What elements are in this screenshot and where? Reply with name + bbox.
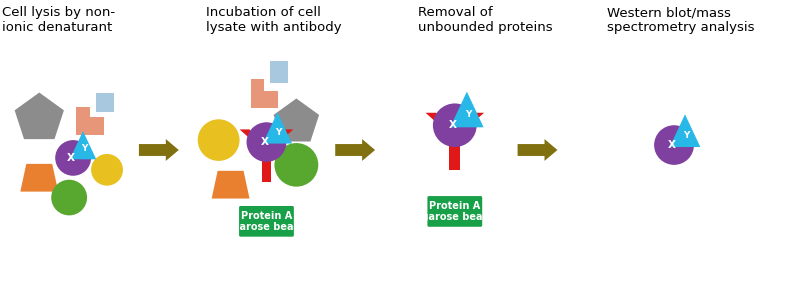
Text: agarose beads: agarose beads [414,212,495,222]
Text: X: X [261,137,269,147]
Polygon shape [262,149,271,182]
Text: Incubation of cell
lysate with antibody: Incubation of cell lysate with antibody [206,6,342,34]
Text: X: X [668,140,676,150]
FancyArrow shape [139,139,178,161]
Text: Y: Y [683,130,689,140]
FancyArrow shape [518,139,558,161]
Polygon shape [266,129,294,149]
Polygon shape [240,129,267,149]
FancyBboxPatch shape [270,61,288,82]
Text: Y: Y [465,110,471,119]
Polygon shape [76,107,104,135]
Text: Y: Y [275,128,282,137]
Text: X: X [67,153,75,163]
Text: X: X [449,120,457,130]
Polygon shape [20,164,58,192]
Polygon shape [670,114,700,147]
Polygon shape [70,131,96,159]
Polygon shape [450,92,484,127]
FancyBboxPatch shape [96,92,114,112]
Text: Protein A: Protein A [429,201,481,211]
Circle shape [51,180,87,215]
Polygon shape [454,113,484,134]
Text: Cell lysis by non-
ionic denaturant: Cell lysis by non- ionic denaturant [2,6,115,34]
Circle shape [246,122,286,162]
Text: Y: Y [81,144,87,153]
Circle shape [433,103,477,147]
FancyBboxPatch shape [239,206,294,237]
Polygon shape [212,171,250,199]
Circle shape [55,140,91,176]
Circle shape [654,125,694,165]
Polygon shape [274,98,319,142]
FancyArrow shape [335,139,375,161]
Text: Protein A: Protein A [241,211,292,221]
Text: Western blot/mass
spectrometry analysis: Western blot/mass spectrometry analysis [607,6,754,34]
Polygon shape [262,112,292,144]
Polygon shape [250,79,278,108]
Circle shape [274,143,318,187]
Text: agarose beads: agarose beads [226,222,306,232]
Polygon shape [426,113,455,134]
Text: Removal of
unbounded proteins: Removal of unbounded proteins [418,6,553,34]
Polygon shape [450,134,460,170]
Circle shape [91,154,123,186]
FancyBboxPatch shape [427,196,482,227]
Polygon shape [14,92,64,139]
Circle shape [198,119,239,161]
